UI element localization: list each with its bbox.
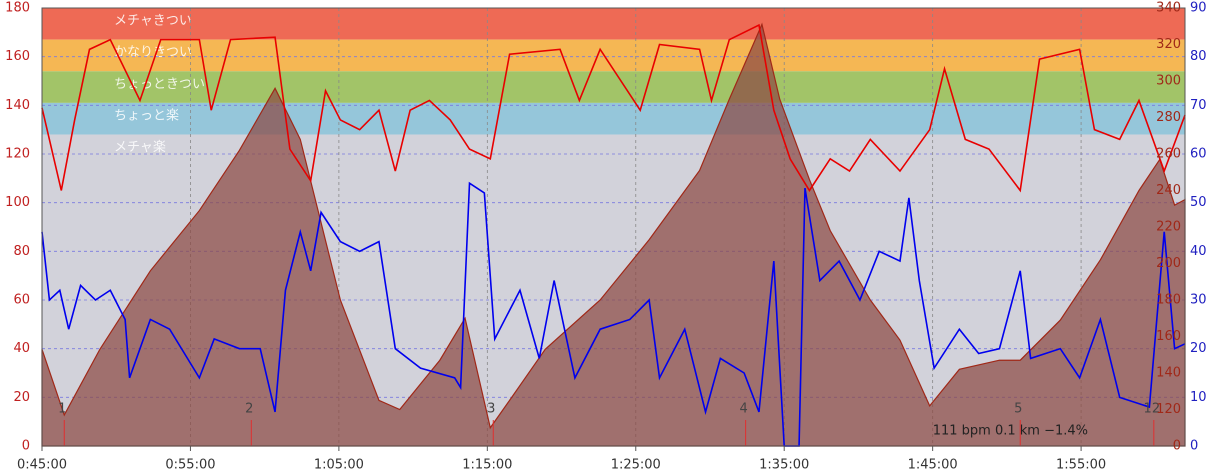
y3-tick-label: 0 [1190,439,1198,454]
y2-tick-label: 300 [1156,74,1181,89]
y-tick-label: 80 [13,244,30,259]
y2-tick-label: 280 [1156,110,1181,125]
y-tick-label: 0 [22,439,30,454]
y3-tick-label: 20 [1190,341,1207,356]
x-tick-label: 1:55:00 [1056,458,1106,473]
x-tick-label: 1:45:00 [908,458,958,473]
lap-label: 5 [1014,402,1022,417]
lap-label: 3 [487,402,495,417]
x-tick-label: 1:35:00 [759,458,809,473]
y-tick-label: 60 [13,293,30,308]
plot-frame [41,7,1186,447]
y2-tick-label: 260 [1156,147,1181,162]
zone-label: ちょっときつい [114,77,205,92]
series-line [41,23,1186,193]
y-tick-label: 100 [5,195,30,210]
y2-tick-label: 180 [1156,293,1181,308]
y3-tick-label: 60 [1190,147,1207,162]
x-tick-label: 1:25:00 [611,458,661,473]
y-tick-label: 160 [5,49,30,64]
y3-tick-label: 50 [1190,195,1207,210]
y-tick-label: 40 [13,341,30,356]
lap-label: 12 [1144,402,1161,417]
hr-zone [42,71,1185,103]
hr-zone [42,8,1185,40]
y2-tick-label: 120 [1156,402,1181,417]
y3-tick-label: 40 [1190,244,1207,259]
y3-tick-label: 30 [1190,293,1207,308]
y2-tick-label: 320 [1156,37,1181,52]
zone-label: かなりきつい [114,45,192,60]
status-annotation: 111 bpm 0.1 km −1.4% [933,424,1088,439]
y3-tick-label: 70 [1190,98,1207,113]
x-tick-label: 1:15:00 [462,458,512,473]
elevation-area [41,22,1186,447]
y2-tick-label: 160 [1156,329,1181,344]
y2-tick-label: 0 [1173,439,1181,454]
zone-label: ちょっと楽 [114,107,179,123]
zone-label: メチャきつい [114,14,192,29]
y-tick-label: 180 [5,1,30,16]
y-tick-label: 20 [13,390,30,405]
zone-label: メチャ楽 [114,139,166,155]
y-tick-label: 120 [5,147,30,162]
lap-label: 1 [58,402,66,417]
y2-tick-label: 220 [1156,220,1181,235]
y3-tick-label: 80 [1190,49,1207,64]
y2-tick-label: 200 [1156,256,1181,271]
y-tick-label: 140 [5,98,30,113]
lap-label: 4 [739,402,747,417]
y2-tick-label: 340 [1156,1,1181,16]
hr-zone [42,39,1185,72]
x-tick-label: 0:45:00 [17,458,67,473]
lap-label: 2 [245,402,253,417]
y3-tick-label: 90 [1190,1,1207,16]
y2-tick-label: 240 [1156,183,1181,198]
x-tick-label: 1:05:00 [314,458,364,473]
hr-zone [42,102,1185,135]
series-line [41,181,1186,447]
x-tick-label: 0:55:00 [165,458,215,473]
y3-tick-label: 10 [1190,390,1207,405]
y2-tick-label: 140 [1156,366,1181,381]
